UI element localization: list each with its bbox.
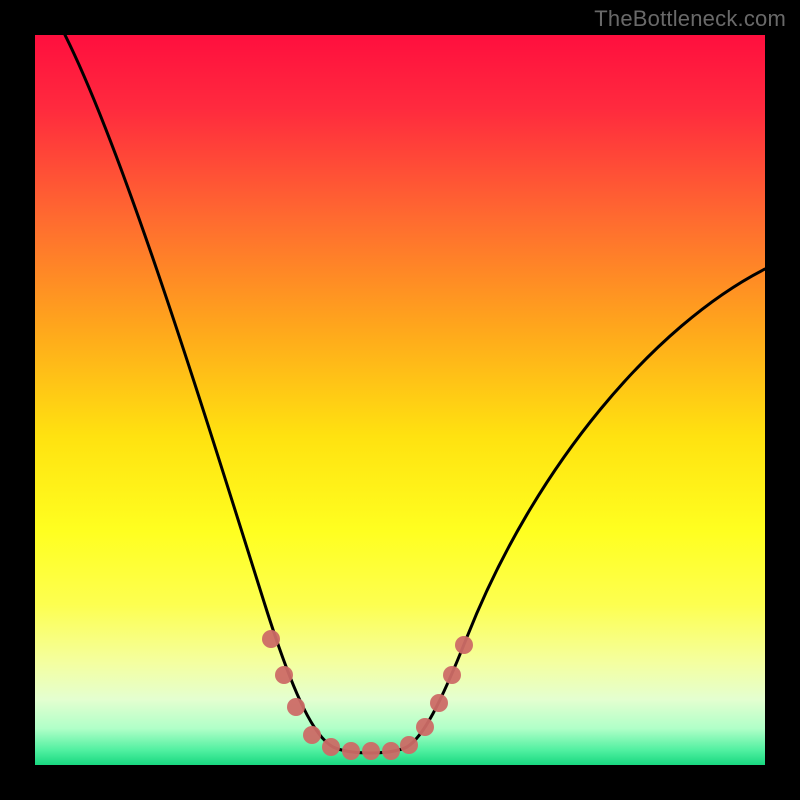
background-rect xyxy=(35,35,765,765)
trough-marker xyxy=(455,636,473,654)
plot-area xyxy=(35,35,765,765)
trough-marker xyxy=(382,742,400,760)
trough-marker xyxy=(262,630,280,648)
trough-marker xyxy=(303,726,321,744)
trough-marker xyxy=(275,666,293,684)
trough-marker xyxy=(400,736,418,754)
trough-marker xyxy=(416,718,434,736)
trough-marker xyxy=(443,666,461,684)
trough-marker xyxy=(322,738,340,756)
trough-marker xyxy=(430,694,448,712)
watermark-text: TheBottleneck.com xyxy=(594,6,786,32)
trough-marker xyxy=(362,742,380,760)
trough-marker xyxy=(342,742,360,760)
chart-frame: TheBottleneck.com xyxy=(0,0,800,800)
trough-marker xyxy=(287,698,305,716)
plot-svg xyxy=(35,35,765,765)
